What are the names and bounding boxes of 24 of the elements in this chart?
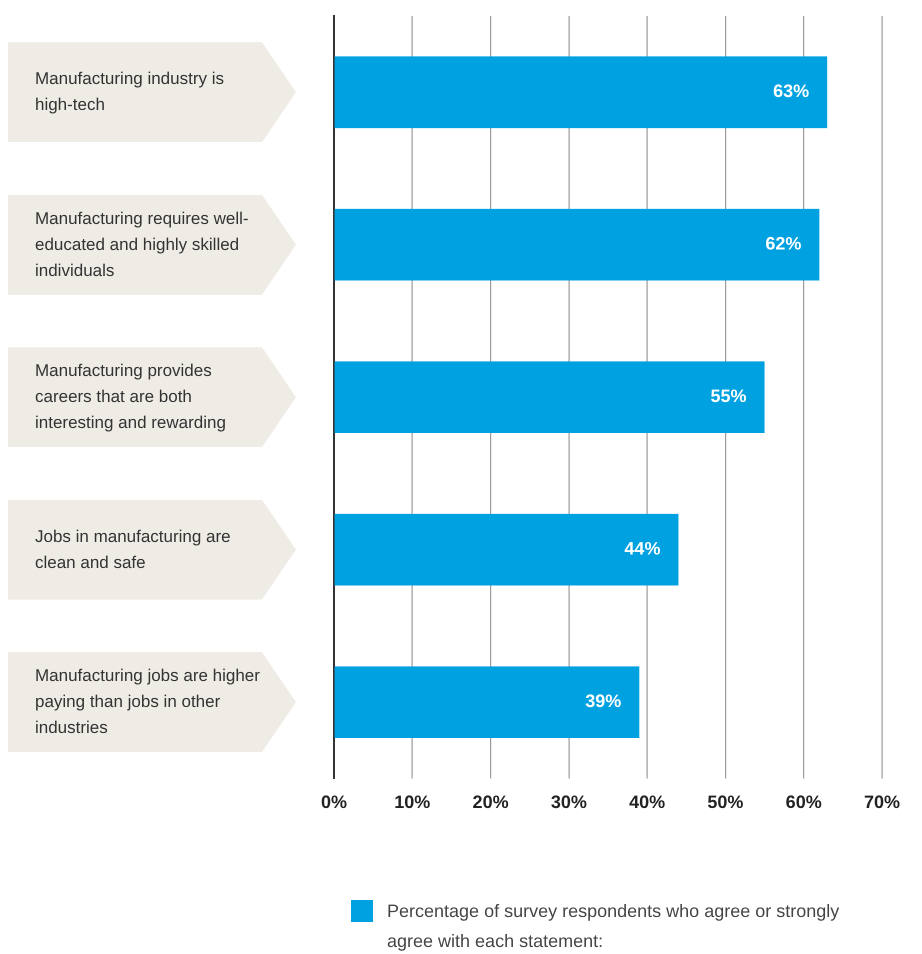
y-tick-label: Manufacturing industry is high-tech [35,68,225,116]
x-tick-label: 20% [472,792,509,812]
data-label: 44% [624,538,660,559]
x-tick-label: 10% [394,792,430,812]
y-tick-label: Manufacturing requires well-educated and highly skilled individuals [35,208,250,282]
x-tick-label: 70% [864,792,900,812]
x-tick-label: 30% [550,792,587,812]
x-tick-label: 60% [786,792,822,812]
x-tick-label: 40% [629,792,666,812]
x-tick-label: 0% [320,792,348,812]
x-tick-label: 50% [707,792,744,812]
data-label: 55% [710,386,747,406]
data-label: 39% [585,691,622,712]
bar [334,56,828,128]
bar [334,666,640,738]
y-tick-label: Jobs in manufacturing are clean and safe [35,526,232,574]
bar [334,208,820,281]
y-tick-label: Manufacturing jobs are higher paying than jobs in other industries [35,665,260,740]
y-tick-label: Manufacturing provides careers that are both interesting and rewarding [35,360,227,434]
legend-label: Percentage of survey respondents who agree or strongly agree with each statement: [387,900,840,953]
bar [334,514,678,586]
bar [334,361,765,434]
data-label: 63% [773,81,810,102]
data-label: 62% [765,234,802,254]
